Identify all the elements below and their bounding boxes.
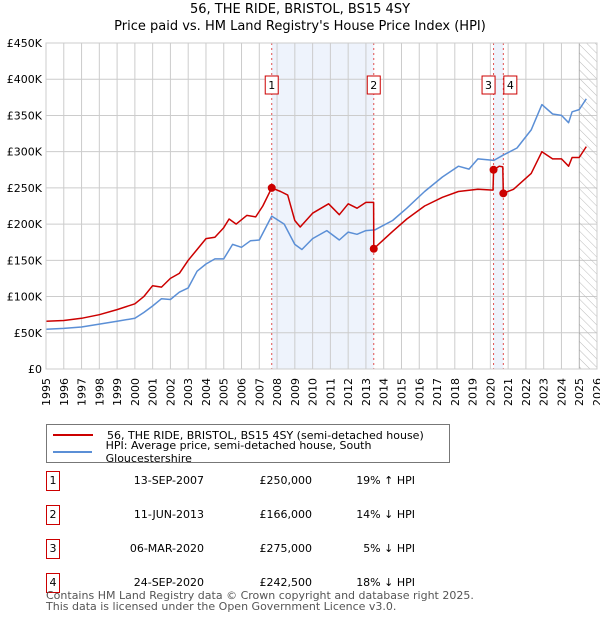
x-tick-label: 2014 bbox=[378, 378, 391, 406]
sale-marker-badge: 3 bbox=[46, 539, 60, 559]
sale-marker-badge: 4 bbox=[46, 573, 60, 593]
y-tick-label: £400K bbox=[7, 73, 43, 86]
x-tick-label: 2016 bbox=[413, 378, 426, 406]
footer-copyright: Contains HM Land Registry data © Crown c… bbox=[46, 589, 474, 602]
chart-title: 56, THE RIDE, BRISTOL, BS15 4SY bbox=[189, 2, 411, 17]
sale-price: £242,500 bbox=[259, 576, 313, 589]
x-tick-label: 2023 bbox=[538, 378, 551, 406]
y-tick-label: £350K bbox=[7, 109, 43, 122]
footer-licence: This data is licensed under the Open Gov… bbox=[46, 600, 397, 613]
table-row: 3 06-MAR-2020 £275,000 5% ↓ HPI bbox=[46, 539, 446, 559]
hpi-comparison: 19% ↑ HPI bbox=[356, 474, 415, 487]
sale-label: 4 bbox=[507, 79, 514, 92]
x-tick-label: 2012 bbox=[342, 378, 355, 406]
x-tick-label: 2025 bbox=[573, 378, 586, 406]
sale-label: 3 bbox=[485, 79, 492, 92]
x-tick-label: 2007 bbox=[253, 378, 266, 406]
legend-item-hpi: HPI: Average price, semi-detached house,… bbox=[53, 439, 449, 465]
sale-date: 11-JUN-2013 bbox=[133, 508, 204, 521]
y-tick-label: £300K bbox=[7, 146, 43, 159]
x-tick-label: 2018 bbox=[449, 378, 462, 406]
x-tick-label: 1995 bbox=[40, 378, 53, 406]
x-tick-label: 1998 bbox=[93, 378, 106, 406]
table-row: 1 13-SEP-2007 £250,000 19% ↑ HPI bbox=[46, 471, 446, 491]
sale-point bbox=[499, 189, 508, 198]
x-tick-label: 2017 bbox=[431, 378, 444, 406]
y-tick-label: £100K bbox=[7, 291, 43, 304]
sale-date: 06-MAR-2020 bbox=[129, 542, 204, 555]
x-tick-label: 2005 bbox=[218, 378, 231, 406]
legend-swatch-property bbox=[53, 434, 93, 436]
sale-price: £250,000 bbox=[259, 474, 313, 487]
legend: 56, THE RIDE, BRISTOL, BS15 4SY (semi-de… bbox=[46, 424, 450, 465]
x-tick-label: 2004 bbox=[200, 378, 213, 406]
legend-label-hpi: HPI: Average price, semi-detached house,… bbox=[105, 439, 372, 465]
sale-label-box bbox=[503, 75, 518, 95]
x-tick-label: 2022 bbox=[520, 378, 533, 406]
sale-period-shade bbox=[493, 43, 504, 369]
sale-point bbox=[369, 244, 378, 253]
x-tick-label: 1999 bbox=[111, 378, 124, 406]
legend-swatch-hpi bbox=[53, 451, 92, 453]
x-tick-label: 2008 bbox=[271, 378, 284, 406]
legend-label-property: 56, THE RIDE, BRISTOL, BS15 4SY (semi-de… bbox=[107, 428, 424, 442]
x-tick-label: 2000 bbox=[129, 378, 142, 406]
sale-label-box bbox=[264, 75, 279, 95]
y-tick-label: £150K bbox=[7, 254, 43, 267]
y-tick-label: £250K bbox=[7, 182, 43, 195]
sale-label-box bbox=[366, 75, 381, 95]
x-tick-label: 2009 bbox=[289, 378, 302, 406]
sale-price: £166,000 bbox=[259, 508, 313, 521]
x-tick-label: 2013 bbox=[360, 378, 373, 406]
sale-label: 1 bbox=[268, 79, 275, 92]
x-tick-label: 2026 bbox=[591, 378, 600, 406]
y-tick-label: £50K bbox=[14, 327, 43, 340]
sale-date: 24-SEP-2020 bbox=[133, 576, 204, 589]
x-tick-label: 1997 bbox=[76, 378, 89, 406]
sale-date: 13-SEP-2007 bbox=[133, 474, 204, 487]
x-tick-label: 2019 bbox=[467, 378, 480, 406]
hpi-comparison: 14% ↓ HPI bbox=[356, 508, 415, 521]
x-tick-label: 2021 bbox=[502, 378, 515, 406]
x-tick-label: 2015 bbox=[395, 378, 408, 406]
table-row: 4 24-SEP-2020 £242,500 18% ↓ HPI bbox=[46, 573, 446, 593]
price-chart: 1995 1996 1997 1998 1999 2000 2001 2002 2003 2004… bbox=[7, 37, 600, 406]
x-tick-label: 2003 bbox=[182, 378, 195, 406]
sale-label: 2 bbox=[370, 79, 377, 92]
y-tick-label: £450K bbox=[7, 37, 43, 50]
hpi-comparison: 18% ↓ HPI bbox=[356, 576, 415, 589]
x-tick-label: 2002 bbox=[164, 378, 177, 406]
sale-price: £275,000 bbox=[259, 542, 313, 555]
x-tick-label: 2010 bbox=[307, 378, 320, 406]
sale-point bbox=[267, 183, 276, 192]
sale-marker-badge: 2 bbox=[46, 505, 60, 525]
hpi-comparison: 5% ↓ HPI bbox=[363, 542, 415, 555]
chart-subtitle: Price paid vs. HM Land Registry's House … bbox=[114, 19, 486, 34]
sale-marker-badge: 1 bbox=[46, 471, 60, 491]
x-tick-label: 2006 bbox=[236, 378, 249, 406]
forecast-hatch-region bbox=[578, 42, 598, 370]
sale-point bbox=[489, 165, 498, 174]
x-tick-label: 2011 bbox=[324, 378, 337, 406]
x-tick-label: 2020 bbox=[484, 378, 497, 406]
plot-border bbox=[45, 42, 598, 370]
hpi-line bbox=[45, 98, 587, 330]
sale-label-box bbox=[481, 75, 496, 95]
table-row: 2 11-JUN-2013 £166,000 14% ↓ HPI bbox=[46, 505, 446, 525]
x-tick-label: 1996 bbox=[58, 378, 71, 406]
y-tick-label: £200K bbox=[7, 218, 43, 231]
legend-item-property: 56, THE RIDE, BRISTOL, BS15 4SY (semi-de… bbox=[53, 427, 424, 443]
y-tick-label: £0 bbox=[28, 363, 42, 376]
sale-period-shade bbox=[271, 43, 374, 369]
x-tick-label: 2024 bbox=[555, 378, 568, 406]
x-tick-label: 2001 bbox=[147, 378, 160, 406]
